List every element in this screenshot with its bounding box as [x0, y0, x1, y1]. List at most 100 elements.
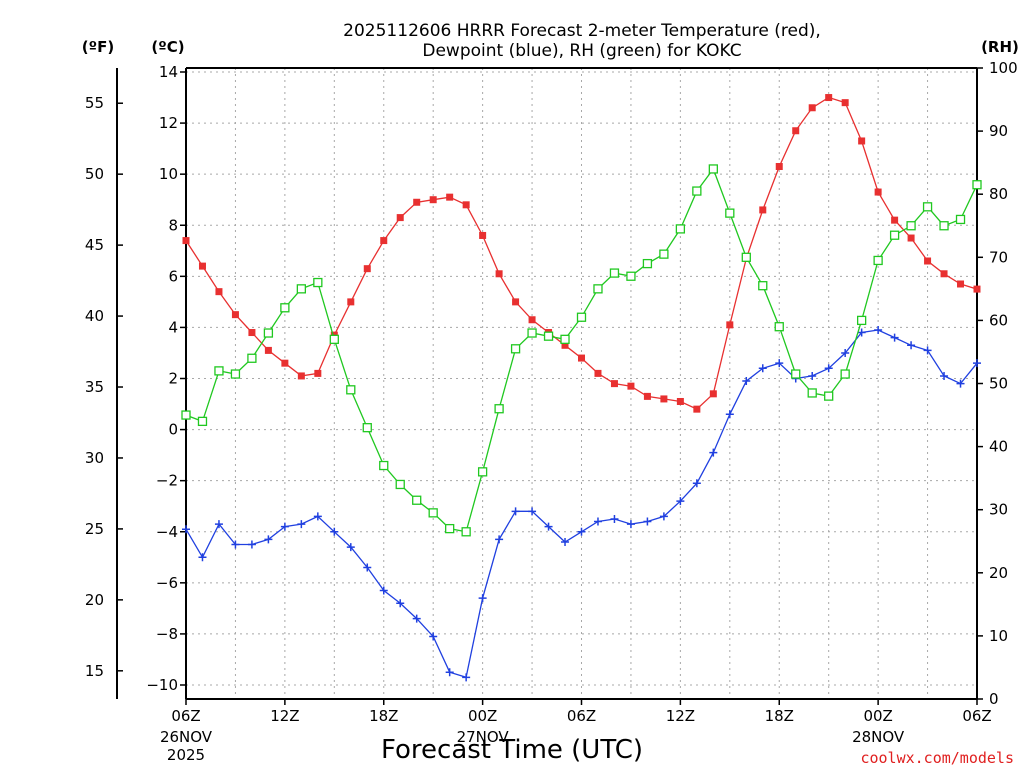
- data-point-dewpoint: [511, 507, 520, 516]
- data-point-dewpoint: [231, 540, 240, 549]
- data-point-rh: [955, 214, 966, 225]
- celsius-tick-label: 6: [168, 267, 178, 285]
- data-point-temperature: [726, 321, 734, 329]
- celsius-tick-label: 4: [168, 318, 178, 336]
- x-tick-label: 06Z: [567, 707, 596, 725]
- rh-tick-label: 0: [989, 690, 999, 708]
- data-point-dewpoint: [874, 325, 883, 334]
- data-point-dewpoint: [824, 364, 833, 373]
- data-point-rh: [922, 202, 933, 212]
- data-point-dewpoint: [758, 364, 767, 373]
- data-point-dewpoint: [907, 341, 916, 350]
- data-point-dewpoint: [561, 537, 570, 546]
- data-point-dewpoint: [396, 599, 405, 608]
- data-point-dewpoint: [725, 410, 734, 419]
- data-point-rh: [230, 369, 241, 379]
- data-point-rh: [296, 284, 307, 294]
- series-temperature: [182, 94, 981, 413]
- data-point-temperature: [231, 311, 239, 319]
- data-point-temperature: [264, 346, 272, 354]
- data-point-temperature: [907, 234, 915, 242]
- data-point-temperature: [281, 359, 289, 367]
- data-point-rh: [889, 230, 900, 240]
- data-point-temperature: [759, 206, 767, 214]
- data-point-dewpoint: [330, 527, 339, 536]
- data-point-dewpoint: [610, 514, 619, 523]
- data-point-temperature: [676, 397, 684, 405]
- rh-unit-label: (RH): [981, 38, 1019, 56]
- series-dewpoint: [182, 325, 981, 682]
- data-point-temperature: [693, 405, 701, 413]
- data-point-dewpoint: [445, 668, 454, 677]
- data-point-temperature: [314, 369, 322, 377]
- fahrenheit-tick-label: 45: [85, 236, 104, 254]
- rh-tick-label: 50: [989, 375, 1008, 393]
- data-point-dewpoint: [346, 543, 355, 552]
- celsius-tick-label: −8: [156, 625, 178, 643]
- data-point-rh: [609, 268, 620, 278]
- data-point-rh: [725, 208, 735, 218]
- data-point-rh: [329, 334, 339, 344]
- data-point-rh: [692, 186, 702, 196]
- data-point-rh: [362, 423, 372, 433]
- data-point-dewpoint: [775, 359, 784, 368]
- tick-labels: 14121086420−2−4−6−8−10555045403530252015…: [85, 59, 1018, 708]
- grid-lines: [186, 68, 977, 699]
- data-point-rh: [346, 385, 356, 395]
- data-point-rh: [247, 353, 257, 363]
- data-point-dewpoint: [544, 522, 553, 531]
- data-point-rh: [428, 508, 438, 518]
- data-point-temperature: [940, 270, 948, 278]
- x-tick-label: 00Z: [863, 707, 892, 725]
- data-point-dewpoint: [577, 527, 586, 536]
- series-rh: [181, 164, 982, 537]
- data-point-temperature: [627, 382, 635, 390]
- data-point-rh: [197, 416, 208, 427]
- data-point-temperature: [891, 216, 899, 224]
- data-point-rh: [543, 331, 554, 341]
- rh-tick-label: 30: [989, 501, 1008, 519]
- axes: [116, 67, 983, 705]
- fahrenheit-unit-label: (ºF): [82, 38, 114, 56]
- data-point-dewpoint: [363, 563, 372, 572]
- data-point-dewpoint: [709, 448, 718, 457]
- data-point-temperature: [495, 270, 503, 278]
- data-point-dewpoint: [412, 614, 421, 623]
- data-point-rh: [593, 284, 603, 294]
- rh-tick-label: 70: [989, 248, 1008, 266]
- data-point-temperature: [578, 354, 585, 362]
- celsius-tick-label: −2: [156, 472, 178, 490]
- data-point-rh: [873, 255, 883, 266]
- data-point-temperature: [347, 298, 355, 306]
- data-point-rh: [791, 369, 801, 379]
- x-tick-date-label: 27NOV: [457, 728, 510, 746]
- fahrenheit-tick-label: 20: [85, 591, 104, 609]
- series-layer: [181, 94, 982, 682]
- data-point-dewpoint: [692, 479, 701, 488]
- data-point-temperature: [561, 341, 569, 349]
- data-point-temperature: [709, 390, 717, 398]
- x-tick-label: 00Z: [468, 707, 497, 725]
- data-point-temperature: [182, 237, 190, 245]
- fahrenheit-tick-label: 35: [85, 378, 104, 396]
- fahrenheit-tick-label: 15: [85, 662, 104, 680]
- data-point-temperature: [248, 329, 256, 337]
- data-point-temperature: [380, 237, 388, 245]
- data-point-rh: [181, 410, 191, 420]
- series-line: [185, 329, 978, 679]
- data-point-temperature: [841, 99, 849, 107]
- x-tick-date-label: 26NOV: [160, 728, 213, 746]
- data-point-rh: [527, 328, 537, 338]
- x-tick-date-label: 28NOV: [852, 728, 905, 746]
- data-point-rh: [280, 303, 290, 313]
- data-point-dewpoint: [593, 517, 602, 526]
- x-tick-label: 18Z: [765, 707, 794, 725]
- data-point-dewpoint: [462, 673, 471, 682]
- data-point-rh: [510, 344, 521, 354]
- data-point-dewpoint: [626, 520, 635, 529]
- rh-tick-label: 60: [989, 311, 1008, 329]
- celsius-unit-label: (ºC): [151, 38, 184, 56]
- data-point-rh: [972, 180, 982, 190]
- rh-tick-label: 90: [989, 122, 1008, 140]
